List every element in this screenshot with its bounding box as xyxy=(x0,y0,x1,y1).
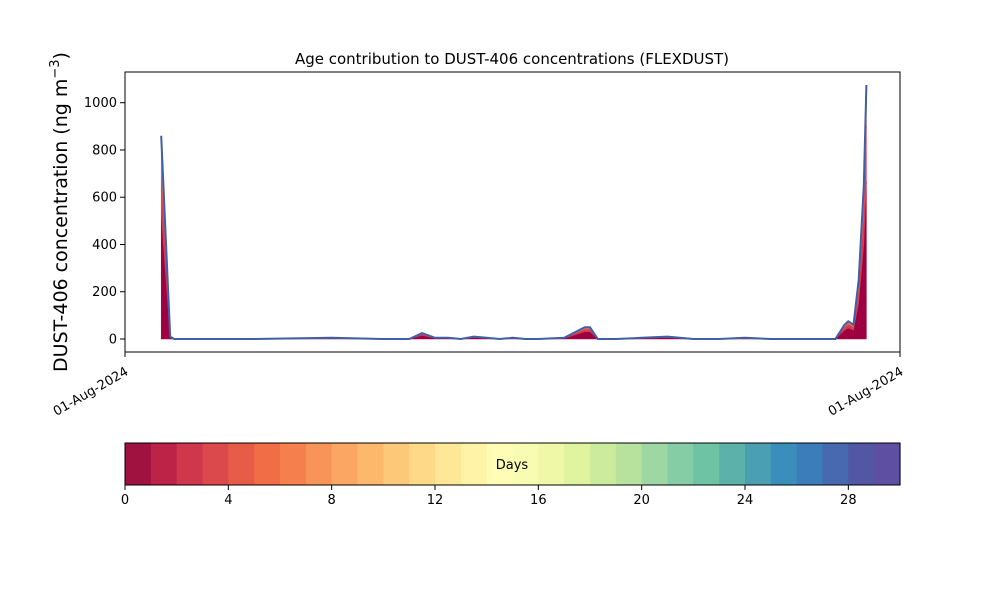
colorbar-tick-label-0: 0 xyxy=(121,493,129,508)
colorbar-tick-label-7: 28 xyxy=(840,493,857,508)
total-concentration-line xyxy=(160,84,868,341)
y-tick-label-2: 400 xyxy=(92,238,117,253)
y-axis-label-unit-exponent: −3 xyxy=(48,59,63,78)
plot-frame xyxy=(124,71,901,353)
age-band-area-2 xyxy=(160,100,867,340)
colorbar-frame xyxy=(124,442,901,486)
colorbar-cell-27 xyxy=(822,443,849,485)
colorbar-cell-0 xyxy=(125,443,152,485)
colorbar-cell-18 xyxy=(590,443,617,485)
colorbar-cell-13 xyxy=(460,443,488,485)
colorbar-cell-6 xyxy=(280,443,307,485)
colorbar-cell-19 xyxy=(615,443,643,485)
colorbar-tick-label-3: 12 xyxy=(427,493,444,508)
colorbar-tick-label-6: 24 xyxy=(737,493,754,508)
age-band-area-0 xyxy=(160,181,867,340)
colorbar-tick-label-5: 20 xyxy=(633,493,650,508)
age-band-area-4 xyxy=(160,84,867,340)
colorbar-cell-9 xyxy=(357,443,384,485)
colorbar xyxy=(125,443,901,485)
y-axis-label: DUST-406 concentration (ng m−3) xyxy=(48,52,72,372)
colorbar-tick-label-2: 8 xyxy=(328,493,336,508)
total-outline-group xyxy=(160,84,868,341)
colorbar-cell-21 xyxy=(667,443,694,485)
colorbar-cell-14 xyxy=(486,443,514,485)
colorbar-cell-25 xyxy=(770,443,798,485)
y-tick-label-0: 0 xyxy=(109,333,117,348)
y-tick-label-3: 600 xyxy=(92,191,117,206)
colorbar-cell-12 xyxy=(435,443,462,485)
colorbar-cell-22 xyxy=(693,443,720,485)
y-axis-label-main: DUST-406 concentration (ng m xyxy=(50,79,72,372)
colorbar-cell-3 xyxy=(202,443,229,485)
colorbar-cell-29 xyxy=(874,443,901,485)
x-axis-ticks: 01-Aug-2024 01-Aug-2024 xyxy=(51,352,906,420)
colorbar-cell-8 xyxy=(331,443,359,485)
colorbar-cell-16 xyxy=(538,443,565,485)
colorbar-cell-4 xyxy=(228,443,255,485)
colorbar-cell-1 xyxy=(150,443,178,485)
colorbar-cell-17 xyxy=(564,443,591,485)
colorbar-ticks: 0 4 8 12 16 20 24 28 xyxy=(121,485,857,508)
x-tick-label-1: 01-Aug-2024 xyxy=(826,364,906,419)
y-tick-label-1: 200 xyxy=(92,285,117,300)
colorbar-cell-10 xyxy=(383,443,410,485)
colorbar-label: Days xyxy=(496,458,529,473)
age-band-area-3 xyxy=(160,90,867,340)
colorbar-cell-5 xyxy=(254,443,281,485)
area-series-group xyxy=(160,84,867,340)
colorbar-tick-label-1: 4 xyxy=(224,493,232,508)
chart-title: Age contribution to DUST-406 concentrati… xyxy=(295,50,729,68)
colorbar-cell-2 xyxy=(176,443,204,485)
colorbar-cell-11 xyxy=(409,443,436,485)
colorbar-cell-24 xyxy=(745,443,772,485)
colorbar-cell-28 xyxy=(848,443,875,485)
colorbar-cell-26 xyxy=(796,443,824,485)
colorbar-cell-23 xyxy=(719,443,746,485)
colorbar-cell-15 xyxy=(512,443,539,485)
colorbar-cell-20 xyxy=(641,443,669,485)
age-band-area-1 xyxy=(160,125,867,340)
y-tick-label-5: 1000 xyxy=(84,96,117,111)
y-axis-label-close: ) xyxy=(50,52,72,59)
y-tick-label-4: 800 xyxy=(92,143,117,158)
y-axis-ticks: 0 200 400 600 800 1000 xyxy=(84,96,125,348)
colorbar-tick-label-4: 16 xyxy=(530,493,547,508)
colorbar-cell-7 xyxy=(305,443,333,485)
